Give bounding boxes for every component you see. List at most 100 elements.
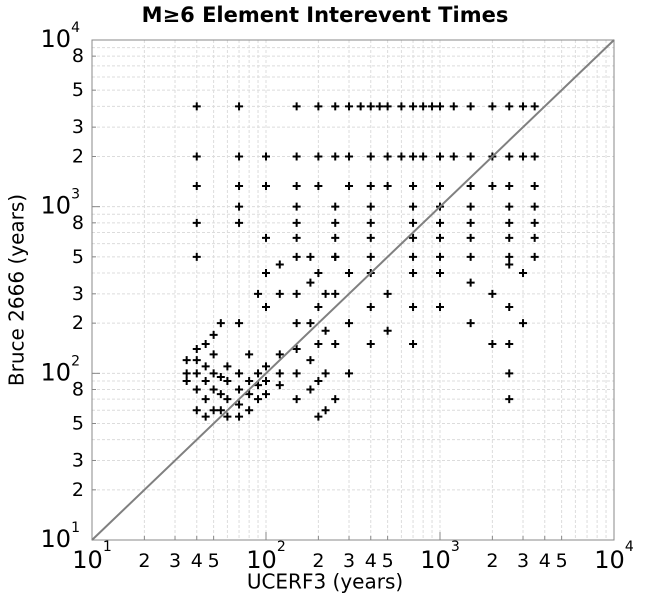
point	[262, 152, 270, 161]
point	[209, 369, 218, 378]
point	[505, 369, 514, 378]
x-tick-label: 3	[169, 550, 181, 572]
x-tick-label: 102	[246, 539, 285, 574]
reference-line	[91, 39, 615, 541]
point	[201, 412, 210, 421]
tick-base: 2	[72, 145, 84, 167]
point	[292, 182, 301, 191]
point	[275, 350, 284, 359]
point	[345, 319, 354, 328]
point	[383, 152, 392, 161]
point	[275, 369, 284, 378]
point	[466, 182, 475, 191]
plot-frame	[91, 39, 615, 541]
point	[235, 319, 244, 328]
point	[488, 182, 497, 191]
point	[275, 289, 284, 298]
x-tick-label: 5	[556, 550, 568, 572]
point	[345, 152, 354, 161]
point	[223, 362, 232, 371]
y-axis-label: Bruce 2666 (years)	[5, 194, 29, 386]
point	[262, 362, 270, 371]
point	[192, 369, 201, 378]
point	[314, 102, 323, 111]
point	[466, 218, 475, 227]
point	[209, 330, 218, 339]
tick-base: 5	[556, 550, 568, 572]
point	[262, 303, 270, 312]
point	[235, 412, 244, 421]
point	[235, 202, 244, 211]
tick-base: 3	[169, 550, 181, 572]
x-tick-label: 3	[343, 550, 355, 572]
point	[436, 252, 444, 261]
point	[275, 260, 284, 269]
point	[314, 182, 323, 191]
y-tick-label: 104	[41, 20, 81, 53]
point	[530, 252, 539, 261]
point	[505, 233, 514, 242]
point	[366, 218, 375, 227]
tick-base: 10	[41, 25, 72, 53]
point	[505, 202, 514, 211]
x-tick-label: 4	[539, 550, 551, 572]
point	[331, 233, 340, 242]
point	[262, 182, 270, 191]
tick-exponent: 3	[71, 187, 80, 203]
point	[321, 326, 330, 335]
tick-exponent: 2	[71, 353, 80, 369]
point	[292, 233, 301, 242]
point	[331, 395, 340, 404]
point	[331, 339, 340, 348]
tick-exponent: 1	[103, 539, 112, 555]
y-tick-label: 3	[72, 282, 84, 304]
point	[292, 395, 301, 404]
y-tick-label: 5	[72, 412, 84, 434]
point	[314, 339, 323, 348]
tick-base: 3	[517, 550, 529, 572]
point	[275, 381, 284, 390]
y-tick-label: 8	[72, 211, 84, 233]
point	[409, 233, 418, 242]
point	[530, 102, 539, 111]
point	[436, 102, 444, 111]
point	[409, 303, 418, 312]
point	[223, 376, 232, 385]
point	[245, 406, 254, 415]
y-tick-label: 8	[72, 378, 84, 400]
point	[201, 395, 210, 404]
point	[366, 152, 375, 161]
point	[306, 319, 315, 328]
tick-base: 3	[72, 282, 84, 304]
point	[254, 369, 263, 378]
tick-base: 4	[539, 550, 551, 572]
point	[292, 218, 301, 227]
point	[331, 289, 340, 298]
tick-base: 5	[208, 550, 220, 572]
tick-exponent: 4	[71, 20, 80, 36]
point	[216, 373, 225, 382]
point	[306, 278, 315, 287]
tick-base: 2	[138, 550, 150, 572]
point	[223, 412, 232, 421]
point	[192, 252, 201, 261]
point	[292, 369, 301, 378]
point	[314, 376, 323, 385]
point	[314, 412, 323, 421]
point	[292, 152, 301, 161]
tick-base: 10	[72, 546, 103, 574]
tick-exponent: 4	[625, 539, 634, 555]
y-tick-label: 8	[72, 45, 84, 67]
point	[519, 152, 528, 161]
point	[235, 152, 244, 161]
chart-title: M≥6 Element Interevent Times	[142, 3, 509, 27]
tick-base: 5	[382, 550, 394, 572]
point	[345, 369, 354, 378]
point	[436, 233, 444, 242]
point	[466, 278, 475, 287]
tick-base: 2	[312, 550, 324, 572]
point	[449, 102, 458, 111]
point	[223, 395, 232, 404]
point	[366, 102, 375, 111]
point	[321, 289, 330, 298]
